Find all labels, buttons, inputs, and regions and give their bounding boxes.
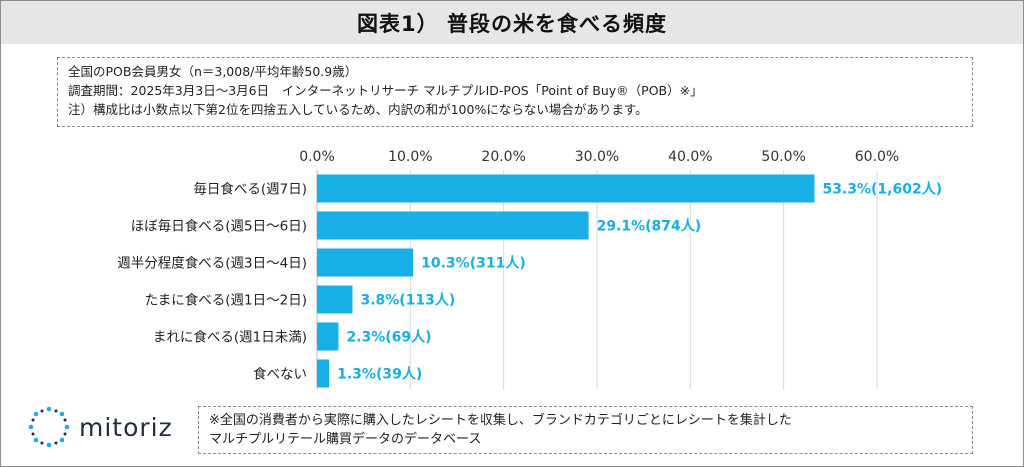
footnote-line: マルチプルリテール購買データのデータベース [209,432,482,447]
x-tick-label: 10.0% [388,149,432,165]
data-label: 10.3%(311人) [421,255,526,272]
bar [317,322,339,351]
category-label: ほぼ毎日食べる(週5日～6日) [131,218,307,235]
x-tick-label: 20.0% [481,149,525,165]
data-label: 2.3%(69人) [346,329,431,346]
category-label: まれに食べる(週1日未満) [153,329,307,346]
bar [317,359,330,388]
x-tick-label: 50.0% [761,149,805,165]
mitoriz-logo: mitoriz [27,405,173,449]
category-label: 毎日食べる(週7日) [193,181,307,198]
category-label: 週半分程度食べる(週3日～4日) [117,255,307,272]
x-tick-label: 60.0% [855,149,899,165]
chart-title: 図表1） 普段の米を食べる頻度 [357,11,667,36]
bar [317,248,414,277]
note-line: 注）構成比は小数点以下第2位を四捨五入しているため、内訳の和が100%にならない… [68,102,648,117]
category-label: たまに食べる(週1日～2日) [145,292,307,309]
footnote-line: ※全国の消費者から実際に購入したレシートを収集し、ブランドカテゴリごとにレシート… [209,413,792,428]
note-line: 調査期間：2025年3月3日～3月6日 インターネットリサーチ マルチプルID-… [68,83,703,98]
x-tick-label: 40.0% [668,149,712,165]
bar-chart: 0.0% 10.0% 20.0% 30.0% 40.0% 50.0% 60.0% 毎日食べる(… [117,149,942,390]
data-label: 1.3%(39人) [337,366,422,383]
bar [317,285,353,314]
x-tick-label: 0.0% [299,149,335,165]
data-label: 29.1%(874人) [597,218,702,235]
data-label: 3.8%(113人) [360,292,455,309]
survey-notes: 全国のPOB会員男女（n＝3,008/平均年齢50.9歳） 調査期間：2025年… [57,57,973,127]
logo-icon [28,406,70,448]
x-tick-label: 30.0% [575,149,619,165]
category-label: 食べない [253,366,307,383]
data-label: 53.3%(1,602人) [822,181,942,198]
bar [317,211,589,240]
bar [317,174,815,203]
logo-text: mitoriz [79,412,173,442]
footnote-box: ※全国の消費者から実際に購入したレシートを収集し、ブランドカテゴリごとにレシート… [198,406,973,454]
title-bar: 図表1） 普段の米を食べる頻度 [1,1,1023,44]
note-line: 全国のPOB会員男女（n＝3,008/平均年齢50.9歳） [68,64,358,79]
